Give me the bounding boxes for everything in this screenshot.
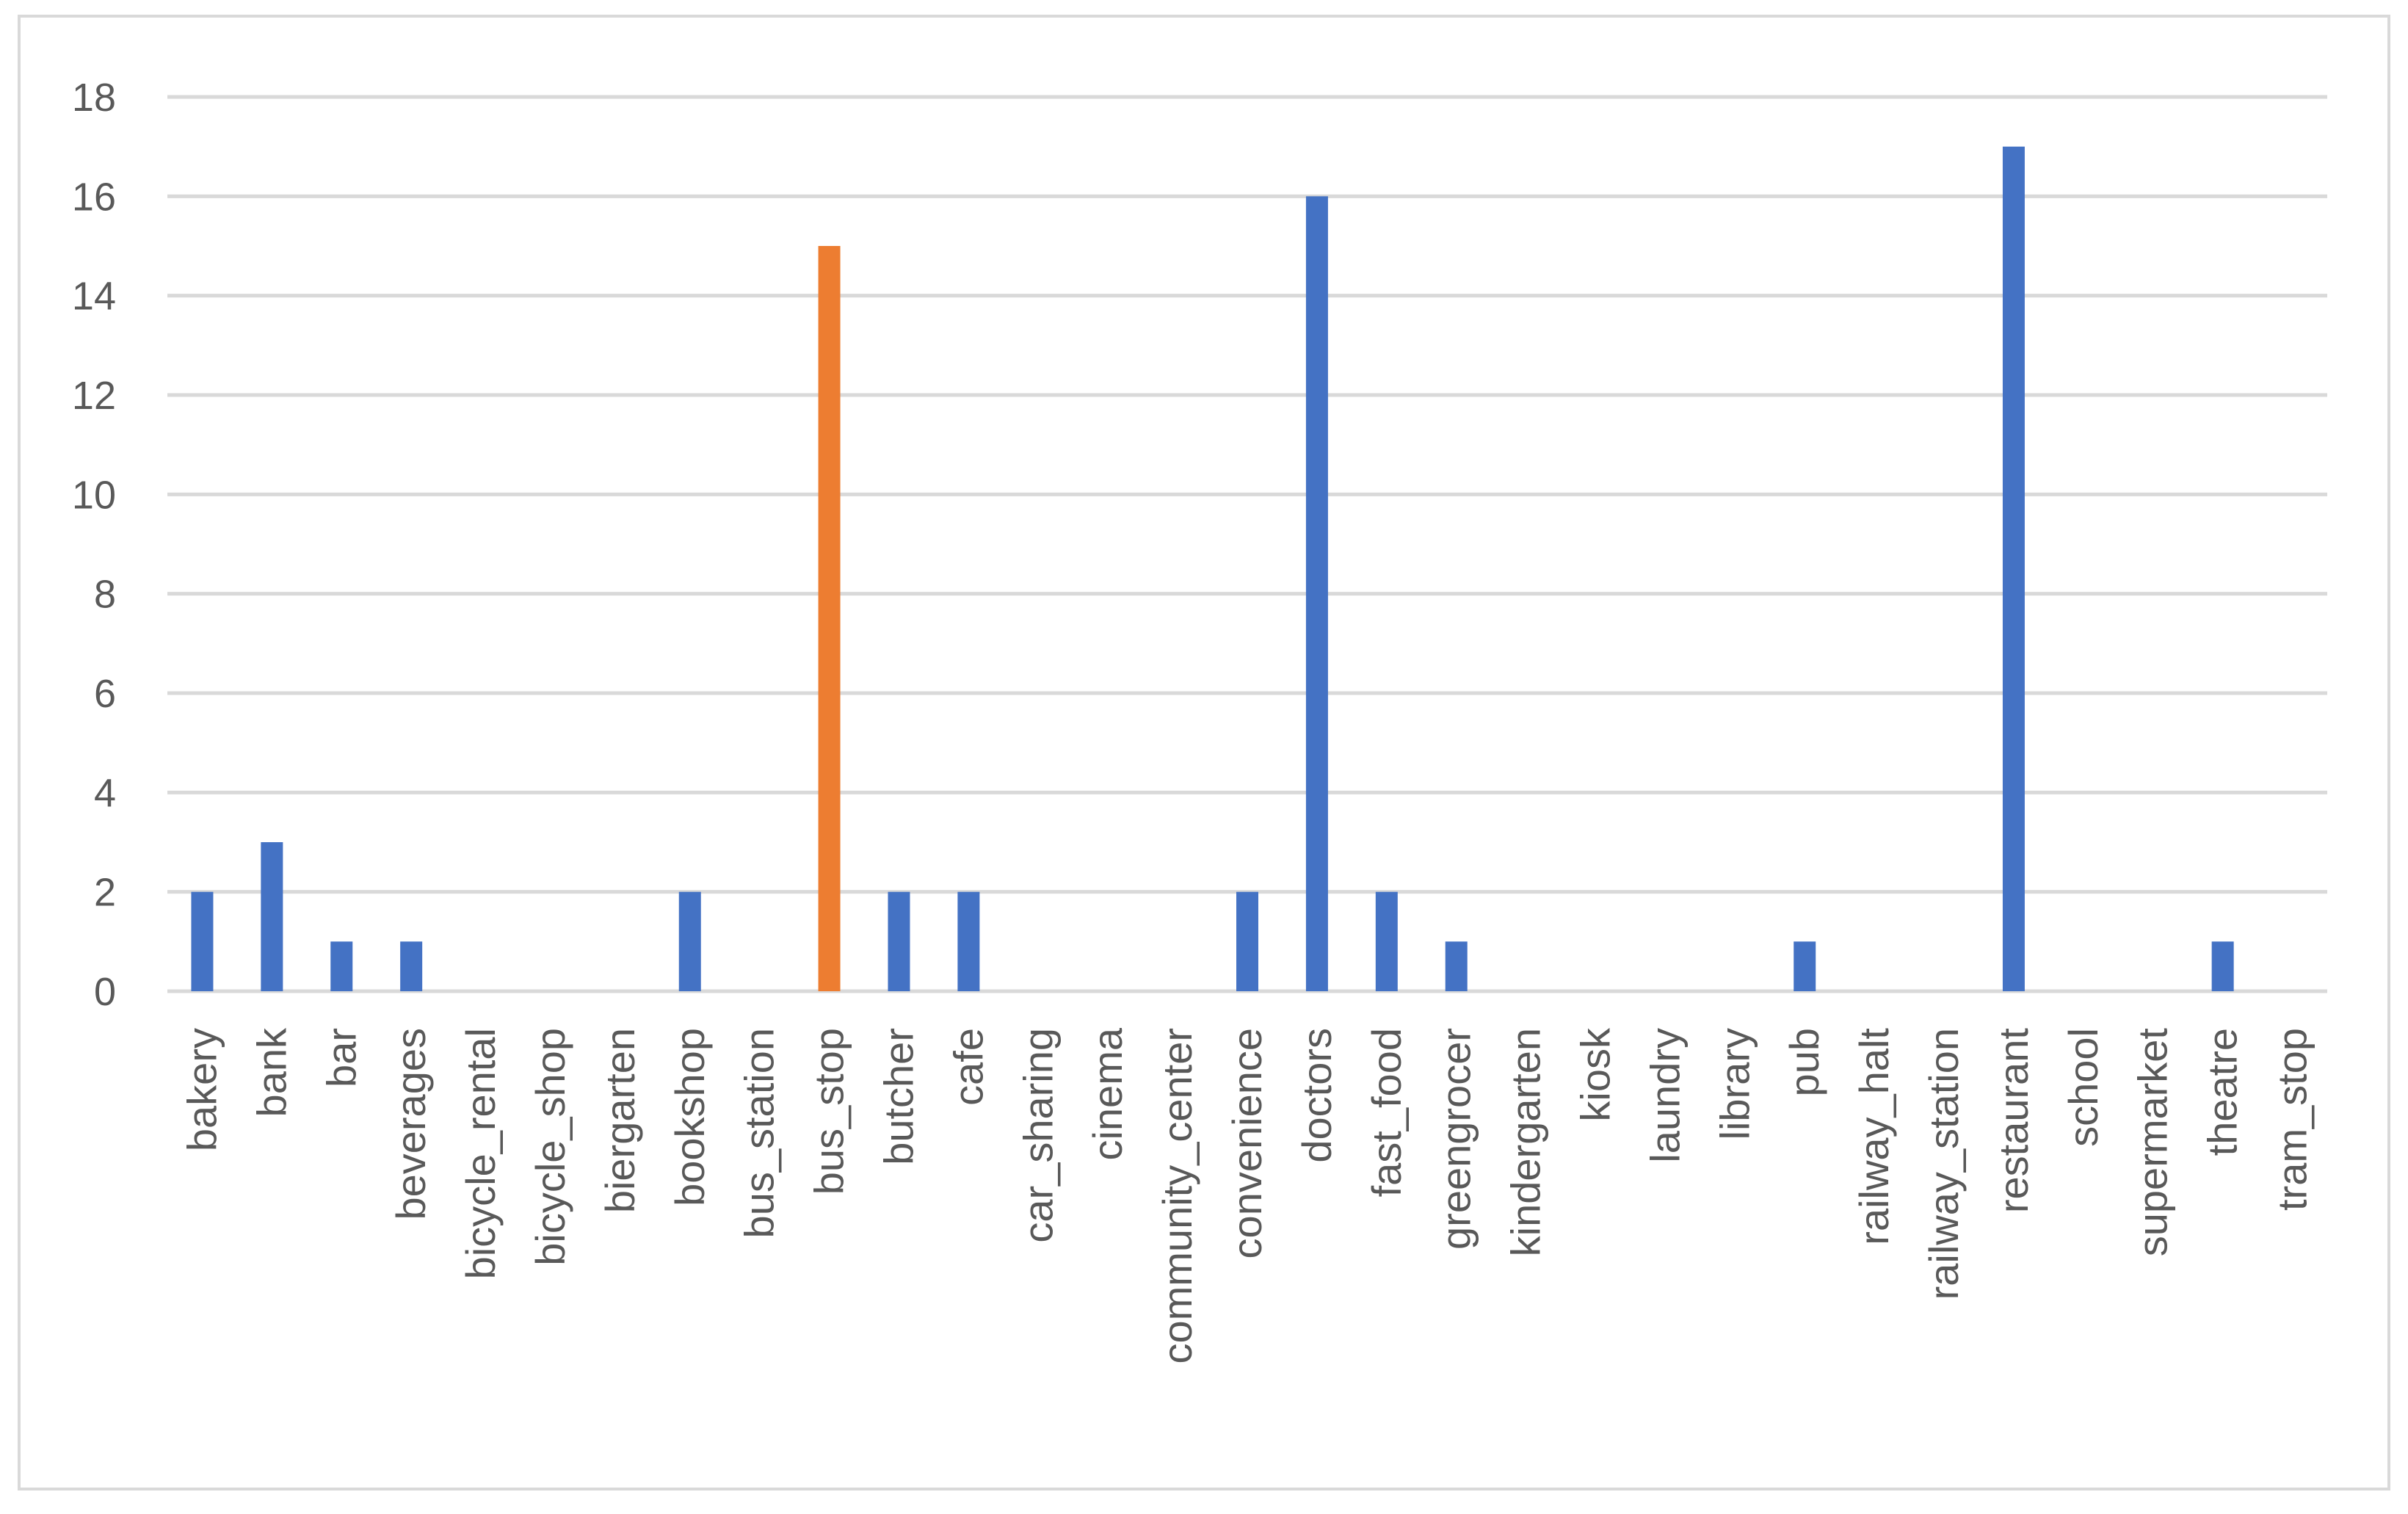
x-category-label: bakery: [178, 1028, 225, 1151]
x-category-label: biergarten: [597, 1028, 643, 1213]
x-category-label: railway_halt: [1851, 1028, 1897, 1245]
x-category-label: car_sharing: [1015, 1028, 1061, 1243]
bar-bakery: [191, 891, 214, 991]
y-tick-label: 0: [94, 970, 116, 1014]
x-category-label: tram_stop: [2269, 1028, 2315, 1211]
x-category-label: theatre: [2200, 1028, 2246, 1156]
y-axis-tick-labels: 0 2 4 6 8 10 12 14 16 18: [72, 76, 116, 1014]
bar-theatre: [2211, 941, 2234, 991]
x-category-label: community_center: [1154, 1028, 1200, 1364]
x-category-label: beverages: [388, 1028, 434, 1220]
gridlines: [167, 95, 2327, 993]
bar-bank: [261, 842, 283, 991]
bar-doctors: [1305, 196, 1328, 992]
y-tick-label: 4: [94, 771, 116, 815]
x-category-label: bus_station: [736, 1028, 783, 1238]
y-tick-label: 10: [72, 473, 116, 517]
y-tick-label: 16: [72, 175, 116, 219]
bar-bar: [330, 941, 353, 991]
x-category-label: restaurant: [1990, 1028, 2037, 1214]
x-category-label: bank: [248, 1027, 294, 1117]
x-category-label: kindergarten: [1503, 1028, 1549, 1256]
x-category-label: doctors: [1294, 1028, 1340, 1163]
y-tick-label: 8: [94, 573, 116, 617]
x-category-label: cafe: [945, 1028, 991, 1106]
chart-frame: 0 2 4 6 8 10 12 14 16 18 bakery bank bar beverages bi…: [18, 15, 2390, 1491]
bars: [191, 146, 2234, 992]
x-category-label: laundry: [1642, 1028, 1688, 1163]
x-category-label: convenience: [1224, 1028, 1270, 1258]
bar-restaurant: [2002, 146, 2025, 992]
y-tick-label: 14: [72, 275, 116, 319]
x-category-label: fast_food: [1363, 1028, 1410, 1197]
bar-butcher: [888, 891, 910, 991]
bar-convenience: [1236, 891, 1258, 991]
y-tick-label: 2: [94, 871, 116, 915]
x-category-label: butcher: [875, 1028, 921, 1165]
x-category-label: bus_stop: [806, 1028, 852, 1195]
y-tick-label: 12: [72, 374, 116, 418]
x-category-label: supermarket: [2130, 1028, 2176, 1257]
x-category-label: pub: [1781, 1028, 1827, 1096]
x-category-label: school: [2060, 1028, 2106, 1147]
x-category-label: cinema: [1084, 1027, 1131, 1160]
x-category-label: bookshop: [667, 1028, 713, 1206]
bar-chart: 0 2 4 6 8 10 12 14 16 18 bakery bank bar beverages bi…: [72, 76, 2327, 1364]
bar-greengrocer: [1445, 941, 1468, 991]
x-category-label: bicycle_rental: [457, 1028, 504, 1279]
x-category-label: bar: [318, 1028, 364, 1087]
y-tick-label: 6: [94, 672, 116, 716]
x-axis-category-labels: bakery bank bar beverages bicycle_rental bicy…: [178, 1027, 2315, 1364]
x-category-label: library: [1711, 1028, 1758, 1140]
x-category-label: railway_station: [1921, 1028, 1967, 1300]
bar-bookshop: [678, 891, 701, 991]
y-tick-label: 18: [72, 76, 116, 120]
x-category-label: kiosk: [1573, 1027, 1619, 1122]
bar-bus_stop: [818, 246, 841, 991]
x-category-label: bicycle_shop: [527, 1028, 573, 1266]
bar-fast_food: [1375, 891, 1398, 991]
bar-beverages: [400, 941, 423, 991]
x-category-label: greengrocer: [1433, 1028, 1479, 1250]
bar-cafe: [957, 891, 980, 991]
bar-pub: [1794, 941, 1816, 991]
